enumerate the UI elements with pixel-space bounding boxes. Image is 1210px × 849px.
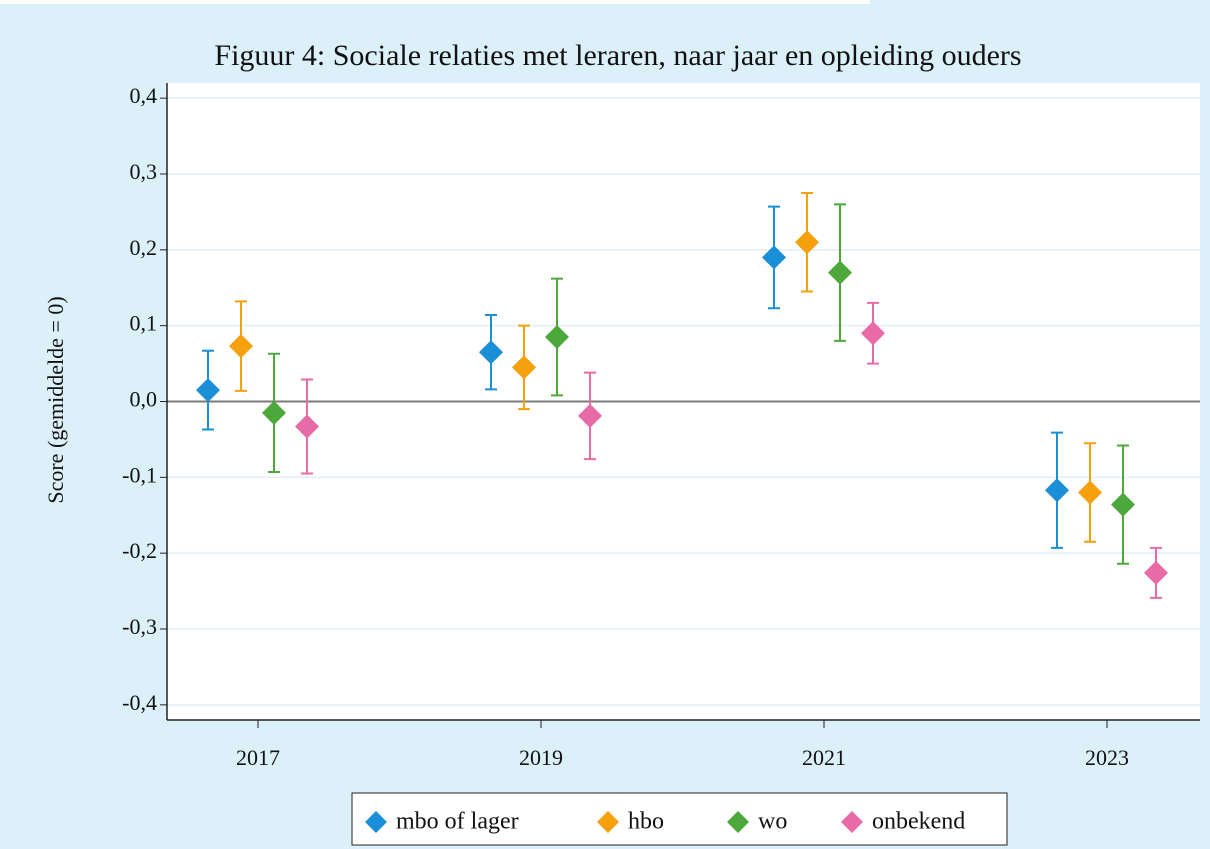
legend-marker <box>727 811 749 833</box>
legend-label: hbo <box>628 809 664 835</box>
point <box>861 321 885 346</box>
point <box>1045 478 1069 503</box>
point <box>229 334 253 359</box>
point <box>762 245 786 270</box>
point <box>512 355 536 380</box>
point <box>479 340 503 365</box>
point <box>545 325 569 350</box>
y-tick-label: -0,1 <box>122 462 157 487</box>
y-tick-label: -0,2 <box>122 538 157 563</box>
legend-box <box>351 792 1008 846</box>
legend-label: onbekend <box>872 809 965 835</box>
point <box>1078 480 1102 505</box>
y-tick-label: 0,4 <box>130 83 158 108</box>
y-tick-label: 0,3 <box>130 159 158 184</box>
y-tick-label: 0,2 <box>130 235 158 260</box>
point <box>262 400 286 425</box>
point <box>828 260 852 285</box>
legend-marker <box>365 811 387 833</box>
point <box>196 378 220 403</box>
top-strip <box>0 0 870 4</box>
x-tick-label: 2017 <box>236 745 280 770</box>
point <box>295 414 319 439</box>
y-tick-label: 0,1 <box>130 311 158 336</box>
chart-title: Figuur 4: Sociale relaties met leraren, … <box>214 39 1021 72</box>
legend-marker <box>597 811 619 833</box>
x-tick-label: 2023 <box>1085 745 1129 770</box>
point <box>578 403 602 428</box>
legend-label: mbo of lager <box>396 809 519 835</box>
legend-marker <box>841 811 863 833</box>
y-axis-label: Score (gemiddelde = 0) <box>43 296 68 503</box>
x-tick-label: 2019 <box>519 745 563 770</box>
y-tick-label: -0,4 <box>122 690 157 715</box>
x-tick-label: 2021 <box>802 745 846 770</box>
point <box>795 230 819 255</box>
point <box>1111 492 1135 517</box>
legend-label: wo <box>758 809 787 835</box>
y-tick-label: -0,3 <box>122 614 157 639</box>
y-tick-label: 0,0 <box>130 387 158 412</box>
point <box>1144 560 1168 585</box>
